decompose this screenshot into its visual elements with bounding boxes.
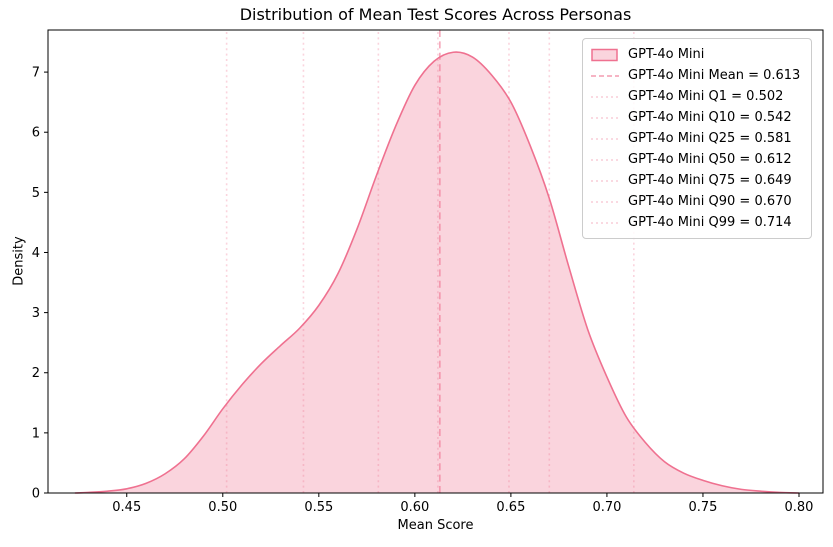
- y-tick-label: 6: [32, 126, 40, 141]
- y-tick-label: 3: [32, 306, 40, 321]
- axes-spines: [47, 29, 824, 494]
- y-axis-label: Density: [11, 236, 27, 286]
- legend-item: GPT-4o Mini Q75 = 0.649: [591, 170, 803, 191]
- legend-item-label: GPT-4o Mini Q10 = 0.542: [628, 110, 792, 125]
- legend-patch-swatch: [591, 48, 618, 61]
- legend-dotted-line-swatch: [591, 137, 619, 140]
- y-tick-label: 2: [32, 366, 40, 381]
- kde-curve: [74, 51, 800, 494]
- legend-item: GPT-4o Mini Q10 = 0.542: [591, 107, 803, 128]
- legend-item: GPT-4o Mini Q25 = 0.581: [591, 128, 803, 149]
- legend-dashed-line-swatch: [591, 74, 619, 77]
- legend-dotted-line-swatch: [591, 95, 619, 98]
- legend-item: GPT-4o Mini Q90 = 0.670: [591, 191, 803, 212]
- x-tick-label: 0.80: [785, 500, 814, 515]
- legend-item-label: GPT-4o Mini Q1 = 0.502: [628, 89, 784, 104]
- legend-item: GPT-4o Mini Q99 = 0.714: [591, 212, 803, 233]
- legend-item-label: GPT-4o Mini Q90 = 0.670: [628, 194, 792, 209]
- kde-area: [74, 52, 799, 494]
- chart-title: Distribution of Mean Test Scores Across …: [239, 5, 632, 24]
- y-tick-label: 7: [32, 66, 40, 81]
- x-tick-label: 0.55: [304, 500, 333, 515]
- legend-item: GPT-4o Mini Q50 = 0.612: [591, 149, 803, 170]
- legend-dotted-line-swatch: [591, 179, 619, 182]
- y-tick-label: 5: [32, 186, 40, 201]
- y-tick-label: 4: [32, 246, 40, 261]
- legend-item-label: GPT-4o Mini Q50 = 0.612: [628, 152, 792, 167]
- legend-item-label: GPT-4o Mini: [628, 47, 705, 62]
- legend-dotted-line-swatch: [591, 221, 619, 224]
- legend: GPT-4o Mini GPT-4o Mini Mean = 0.613 GPT-4…: [582, 38, 812, 239]
- x-tick-label: 0.75: [688, 500, 717, 515]
- x-tick-label: 0.65: [496, 500, 525, 515]
- x-tick-label: 0.70: [592, 500, 621, 515]
- legend-dotted-line-swatch: [591, 116, 619, 119]
- x-tick-label: 0.50: [208, 500, 237, 515]
- x-tick-label: 0.60: [400, 500, 429, 515]
- legend-dotted-line-swatch: [591, 158, 619, 161]
- legend-item-label: GPT-4o Mini Q75 = 0.649: [628, 173, 792, 188]
- legend-item: GPT-4o Mini: [591, 44, 803, 65]
- legend-item-label: GPT-4o Mini Q25 = 0.581: [628, 131, 792, 146]
- y-tick-label: 1: [32, 426, 40, 441]
- legend-item: GPT-4o Mini Q1 = 0.502: [591, 86, 803, 107]
- legend-item-label: GPT-4o Mini Mean = 0.613: [628, 68, 801, 83]
- x-axis-label: Mean Score: [397, 518, 474, 533]
- y-tick-label: 0: [32, 487, 40, 502]
- x-tick-label: 0.45: [112, 500, 141, 515]
- legend-item: GPT-4o Mini Mean = 0.613: [591, 65, 803, 86]
- legend-item-label: GPT-4o Mini Q99 = 0.714: [628, 215, 792, 230]
- legend-dotted-line-swatch: [591, 200, 619, 203]
